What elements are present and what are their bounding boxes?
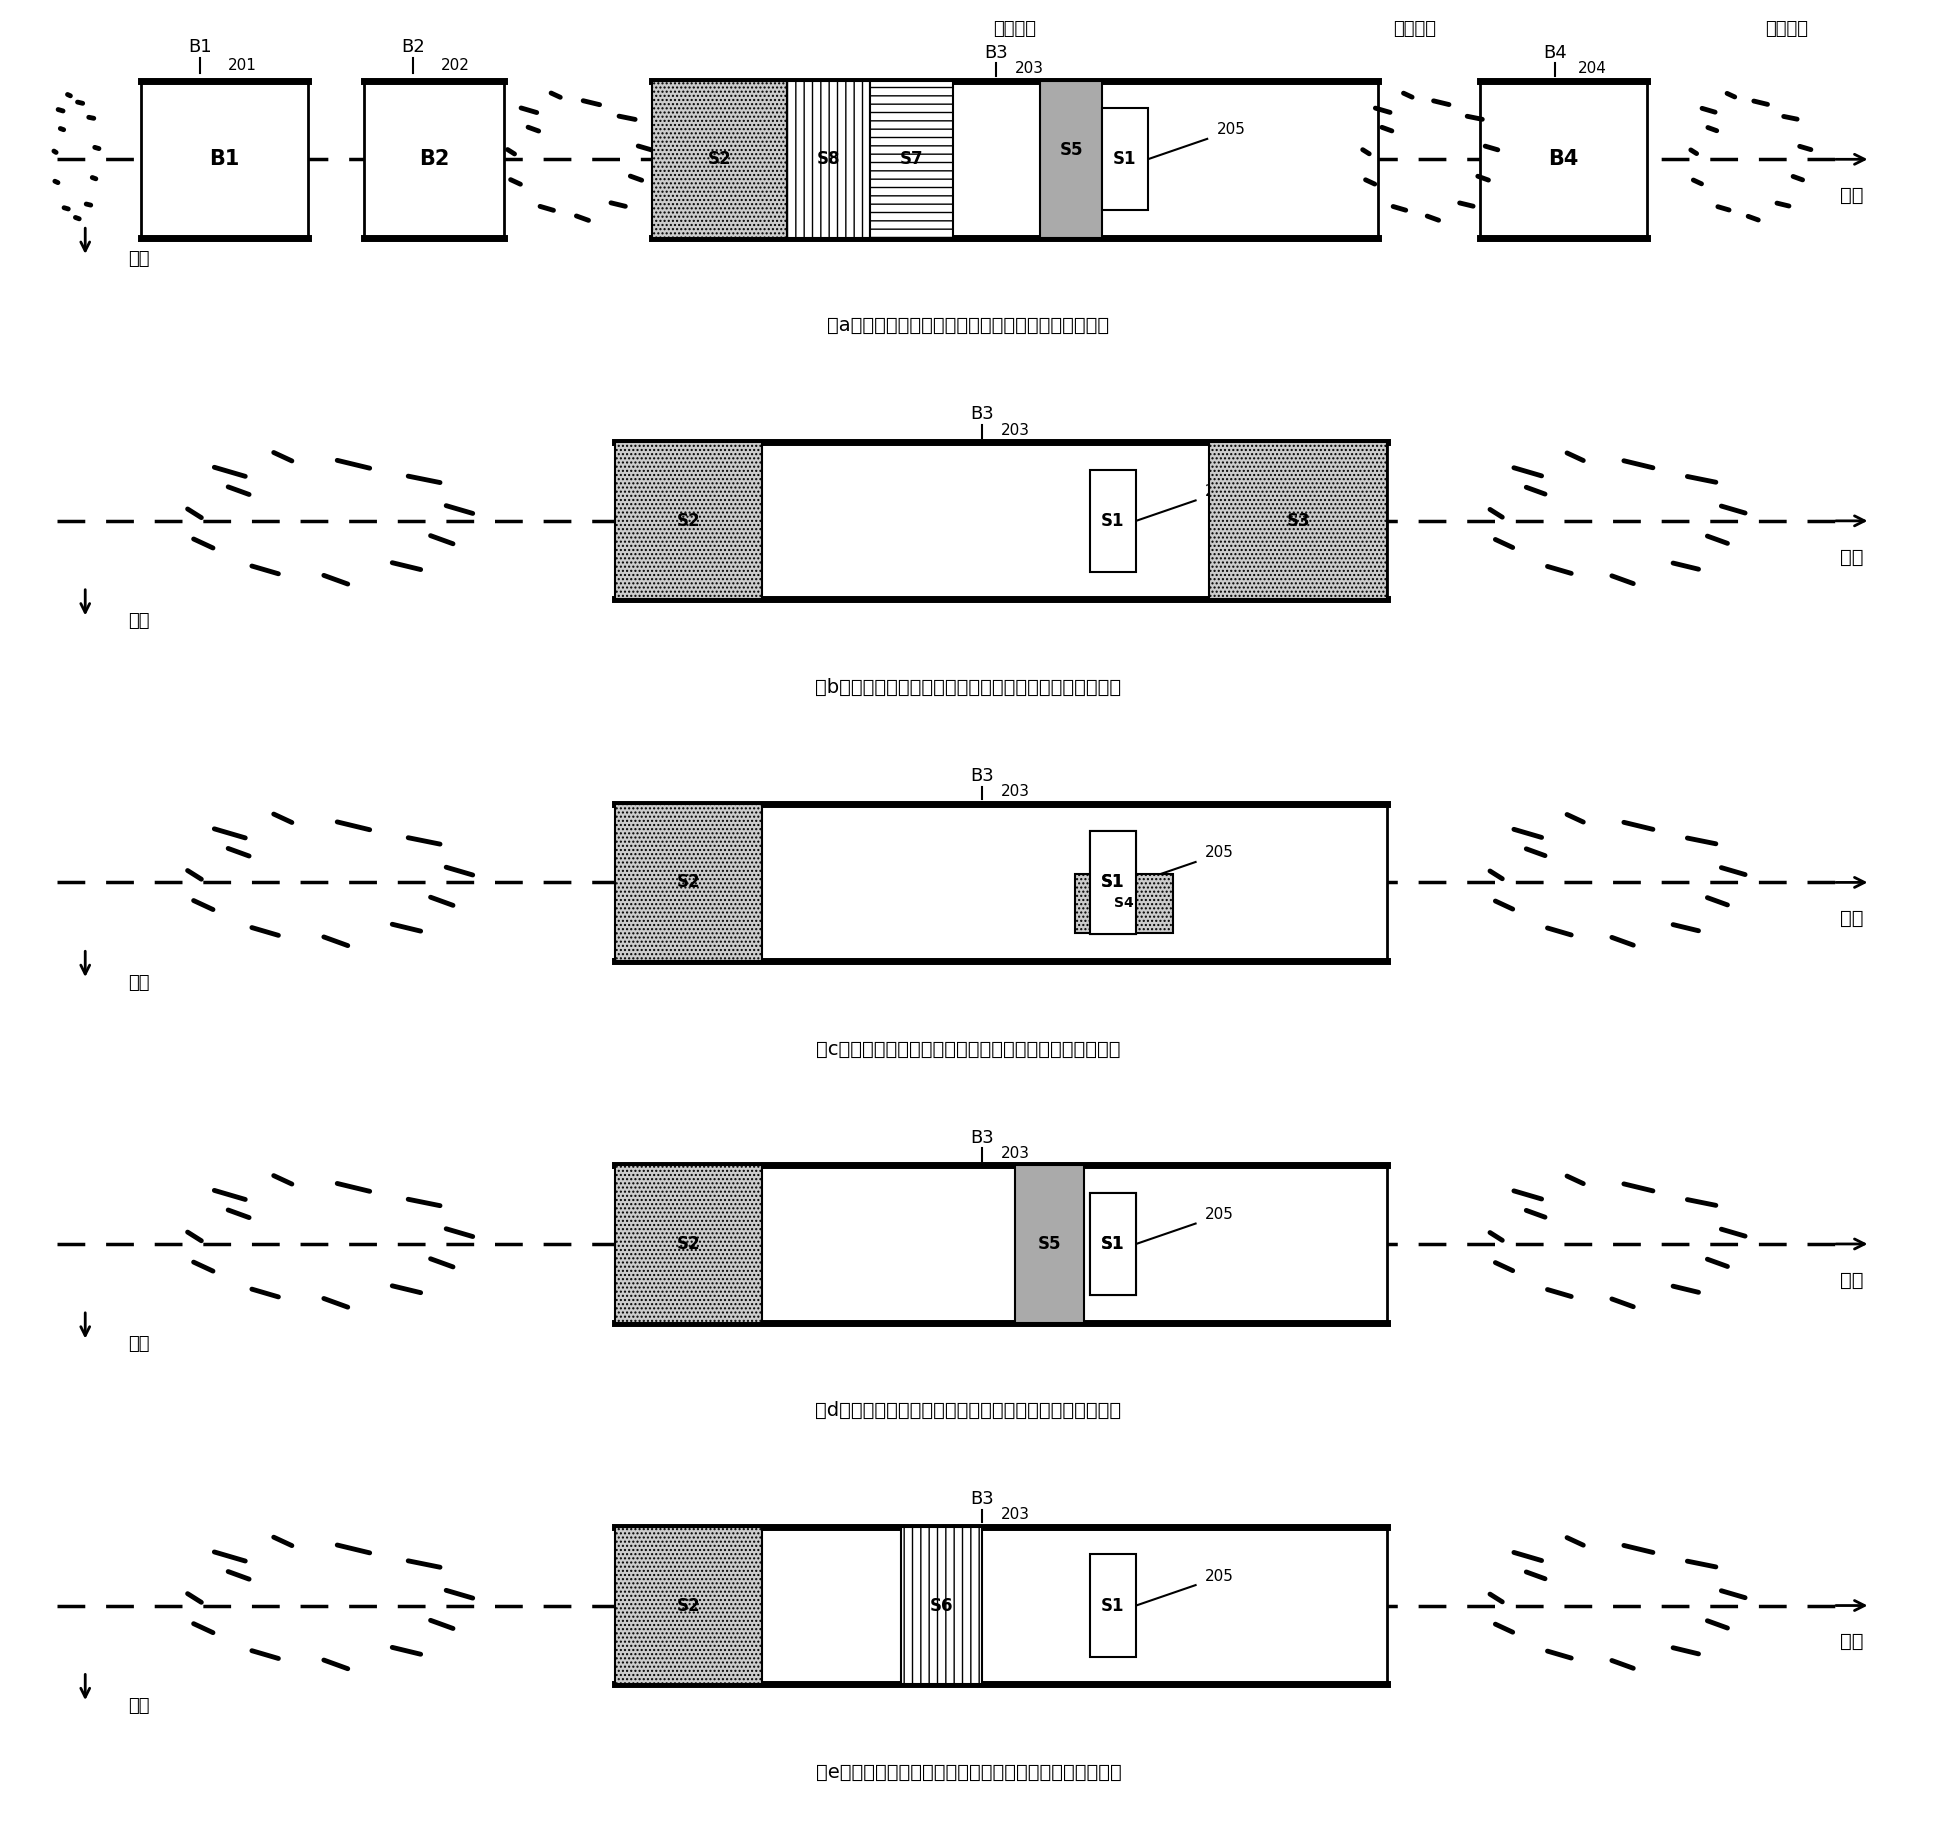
- Text: S6: S6: [930, 1597, 953, 1614]
- Text: （a）微小区无线接入点在特定频带上的可用时频资源: （a）微小区无线接入点在特定频带上的可用时频资源: [827, 317, 1110, 336]
- Text: 频率: 频率: [1840, 548, 1863, 567]
- Text: 205: 205: [1205, 845, 1234, 860]
- Bar: [870, 81, 953, 238]
- Text: S1: S1: [1102, 1234, 1125, 1253]
- Text: （d）微小区无线接入点的潜在干扰节点三的频谱使用状态: （d）微小区无线接入点的潜在干扰节点三的频谱使用状态: [815, 1401, 1122, 1420]
- Text: B2: B2: [418, 149, 449, 169]
- Text: 203: 203: [1001, 1508, 1030, 1522]
- Text: 第一频段: 第一频段: [994, 20, 1036, 39]
- Bar: [786, 81, 870, 238]
- Text: （c）微小区无线接入点的潜在干扰节点二的频谱使用状态: （c）微小区无线接入点的潜在干扰节点二的频谱使用状态: [815, 1040, 1122, 1058]
- Text: 第三频段: 第三频段: [1765, 20, 1807, 39]
- Text: 203: 203: [1001, 422, 1030, 438]
- Bar: [616, 1165, 1387, 1322]
- Text: 频率: 频率: [1840, 1632, 1863, 1651]
- Bar: [141, 81, 308, 238]
- Text: S4: S4: [1114, 897, 1133, 910]
- Text: S5: S5: [1060, 141, 1083, 160]
- Text: 203: 203: [1001, 785, 1030, 800]
- Text: S2: S2: [707, 150, 732, 169]
- Bar: [901, 1528, 982, 1684]
- Text: B1: B1: [209, 149, 240, 169]
- Text: 202: 202: [442, 59, 471, 73]
- Text: 时间: 时间: [128, 251, 149, 268]
- Bar: [1102, 108, 1149, 211]
- Bar: [616, 1528, 761, 1684]
- Text: 205: 205: [1205, 1568, 1234, 1583]
- Text: 205: 205: [1205, 484, 1234, 499]
- Text: 205: 205: [1216, 123, 1245, 138]
- Text: 203: 203: [1015, 61, 1044, 75]
- Text: B1: B1: [188, 37, 211, 55]
- Text: S2: S2: [676, 512, 701, 530]
- Bar: [616, 1165, 761, 1322]
- Text: S7: S7: [901, 150, 924, 169]
- Bar: [1091, 470, 1137, 572]
- Text: 时间: 时间: [128, 1696, 149, 1715]
- Text: S1: S1: [1102, 1597, 1125, 1614]
- Bar: [653, 81, 1377, 238]
- Bar: [616, 442, 761, 600]
- Bar: [1091, 1192, 1137, 1295]
- Bar: [1015, 1165, 1085, 1322]
- Text: 时间: 时间: [128, 1335, 149, 1353]
- Text: S8: S8: [817, 150, 841, 169]
- Text: S2: S2: [676, 1597, 701, 1614]
- Text: S1: S1: [1102, 873, 1125, 891]
- Bar: [616, 803, 1387, 961]
- Bar: [364, 81, 504, 238]
- Text: B3: B3: [984, 44, 1009, 62]
- Text: B2: B2: [401, 37, 424, 55]
- Text: B4: B4: [1548, 149, 1579, 169]
- Text: B4: B4: [1544, 44, 1567, 62]
- Text: S1: S1: [1102, 873, 1125, 891]
- Bar: [653, 81, 786, 238]
- Text: 时间: 时间: [128, 974, 149, 992]
- Bar: [1091, 831, 1137, 934]
- Text: S2: S2: [676, 873, 701, 891]
- Text: B3: B3: [970, 1489, 994, 1508]
- Text: B3: B3: [970, 1128, 994, 1146]
- Text: S3: S3: [1286, 512, 1309, 530]
- Text: S1: S1: [1102, 1234, 1125, 1253]
- Text: 204: 204: [1577, 61, 1606, 75]
- Text: S2: S2: [676, 1234, 701, 1253]
- Bar: [616, 803, 761, 961]
- Text: 第二频段: 第二频段: [1393, 20, 1435, 39]
- Text: 频率: 频率: [1840, 910, 1863, 928]
- Text: 频率: 频率: [1840, 1271, 1863, 1289]
- Bar: [1091, 1192, 1137, 1295]
- Text: 时间: 时间: [128, 613, 149, 631]
- Text: S5: S5: [1038, 1234, 1061, 1253]
- Text: 203: 203: [1001, 1146, 1030, 1161]
- Text: B3: B3: [970, 405, 994, 424]
- Bar: [616, 1528, 1387, 1684]
- Text: （e）微小区无线接入点的潜在干扰节点四的频谱使用状态: （e）微小区无线接入点的潜在干扰节点四的频谱使用状态: [815, 1762, 1122, 1781]
- Text: 205: 205: [1205, 1207, 1234, 1221]
- Bar: [1075, 875, 1174, 934]
- Text: S1: S1: [1102, 512, 1125, 530]
- Bar: [1091, 831, 1137, 934]
- Text: S1: S1: [1114, 150, 1137, 169]
- Text: B3: B3: [970, 767, 994, 785]
- Text: （b）微小区无线接入点的潜在干扰节点一的频谱使用状态: （b）微小区无线接入点的潜在干扰节点一的频谱使用状态: [815, 679, 1122, 697]
- Text: 201: 201: [227, 59, 256, 73]
- Bar: [1091, 1555, 1137, 1656]
- Text: 频率: 频率: [1840, 185, 1863, 205]
- Bar: [1480, 81, 1646, 238]
- Bar: [1209, 442, 1387, 600]
- Bar: [1040, 81, 1102, 238]
- Bar: [616, 442, 1387, 600]
